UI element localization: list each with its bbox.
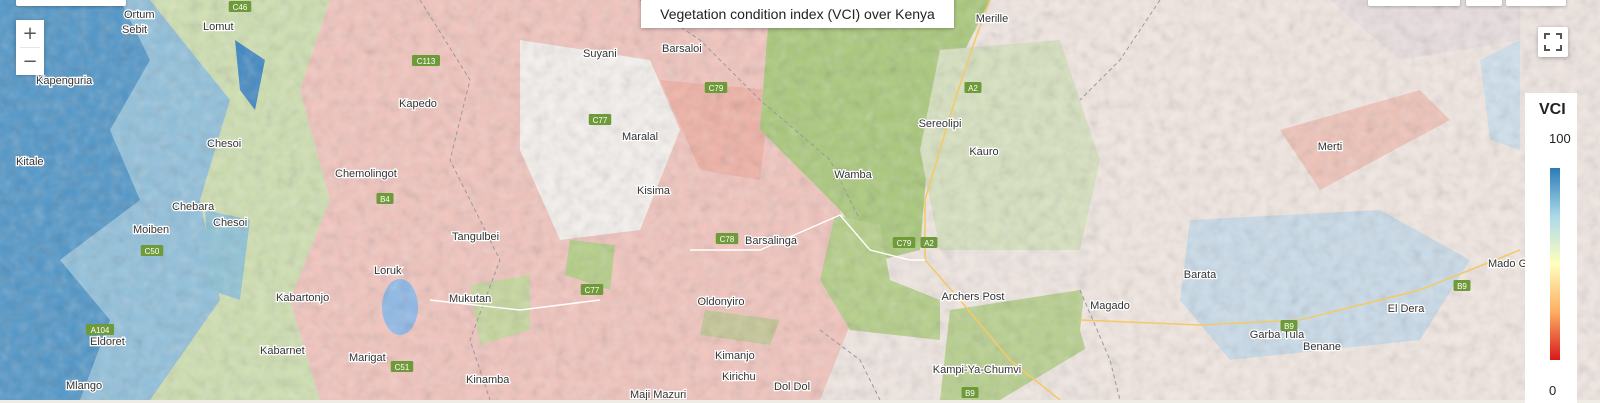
svg-text:B9: B9 [1457, 282, 1467, 291]
place-label: Magado [1090, 300, 1130, 312]
svg-text:C50: C50 [145, 247, 160, 256]
place-label: Sereolipi [919, 118, 962, 130]
vci-legend: VCI 100 0 [1525, 93, 1577, 403]
layer-button-2[interactable] [1466, 0, 1502, 6]
place-label: Garba Tula [1250, 329, 1305, 341]
fullscreen-icon [1544, 33, 1562, 51]
place-label: Kabartonjo [276, 292, 329, 304]
road-shield: C46 [228, 1, 252, 12]
place-label: Eldoret [90, 336, 125, 348]
road-shield: C77 [580, 284, 604, 295]
svg-text:C77: C77 [593, 116, 608, 125]
place-label: Loruk [374, 265, 402, 277]
zoom-in-button[interactable]: + [16, 20, 44, 47]
place-label: Sebit [122, 24, 147, 36]
place-label: Chemolingot [335, 168, 397, 180]
place-label: Barata [1184, 269, 1217, 281]
road-shield: B9 [1280, 320, 1298, 331]
road-shield: C79 [892, 237, 916, 248]
place-label: Dol Dol [774, 381, 810, 393]
place-label: Kitale [16, 156, 44, 168]
place-label: Benane [1303, 341, 1341, 353]
zoom-out-button[interactable]: − [16, 48, 44, 75]
place-label: Oldonyiro [697, 296, 744, 308]
place-label: Merille [976, 13, 1008, 25]
place-label: Tangulbei [452, 231, 499, 243]
place-label: Ortum [124, 9, 155, 21]
svg-text:C51: C51 [395, 363, 410, 372]
road-shield: C79 [704, 82, 728, 93]
road-shield: A2 [920, 237, 938, 248]
place-label: Chesoi [207, 138, 241, 150]
place-label: Chesoi [213, 217, 247, 229]
svg-text:C78: C78 [720, 235, 735, 244]
place-label: Moiben [133, 224, 169, 236]
place-label: Kapedo [399, 98, 437, 110]
road-shield: C51 [390, 361, 414, 372]
svg-text:B9: B9 [965, 389, 975, 398]
svg-text:B4: B4 [380, 195, 390, 204]
place-label: Mlango [66, 380, 102, 392]
svg-text:A2: A2 [968, 84, 978, 93]
layer-button[interactable] [1368, 0, 1460, 6]
place-label: Kirichu [722, 371, 756, 383]
place-label: Wamba [834, 169, 872, 181]
svg-text:C77: C77 [585, 286, 600, 295]
place-label: Kauro [969, 146, 998, 158]
place-label: Kimanjo [715, 350, 755, 362]
layer-button-3[interactable] [1506, 0, 1566, 6]
road-shield: A104 [86, 324, 114, 335]
svg-text:C79: C79 [709, 84, 724, 93]
map-type-button[interactable] [16, 0, 126, 6]
legend-color-ramp [1550, 168, 1560, 360]
place-label: Kampi-Ya-Chumvi [933, 364, 1021, 376]
place-label: Kisima [637, 185, 671, 197]
road-shield: B9 [1453, 280, 1471, 291]
svg-text:A2: A2 [924, 239, 934, 248]
place-label: Barsaloi [662, 43, 702, 55]
place-label: Barsalinga [745, 235, 798, 247]
road-shield: B9 [961, 387, 979, 398]
place-label: Chebara [172, 201, 215, 213]
road-shield: C77 [588, 114, 612, 125]
place-label: Marigat [349, 352, 386, 364]
svg-text:C113: C113 [417, 57, 436, 66]
zoom-divider [20, 47, 40, 48]
svg-text:C46: C46 [233, 3, 248, 12]
place-label: Maralal [622, 131, 658, 143]
place-label: Mukutan [449, 293, 491, 305]
map-title: Vegetation condition index (VCI) over Ke… [641, 0, 954, 28]
place-label: Kapenguria [36, 75, 93, 87]
place-label: Merti [1318, 141, 1342, 153]
road-shield: C50 [140, 245, 164, 256]
place-label: Lomut [203, 21, 234, 33]
place-label: Archers Post [942, 291, 1005, 303]
road-shield: A2 [964, 82, 982, 93]
svg-text:A104: A104 [91, 326, 110, 335]
zoom-control: + − [16, 20, 44, 75]
place-label: Kabarnet [260, 345, 305, 357]
place-label: Kinamba [466, 374, 510, 386]
place-label: Suyani [583, 48, 617, 60]
road-shield: C113 [412, 55, 440, 66]
fullscreen-button[interactable] [1538, 27, 1568, 57]
road-shield: C78 [715, 233, 739, 244]
legend-max-label: 100 [1549, 131, 1571, 146]
legend-title: VCI [1539, 101, 1566, 118]
road-shield: B4 [376, 193, 394, 204]
place-label: Maji Mazuri [630, 389, 686, 400]
svg-text:B9: B9 [1284, 322, 1294, 331]
svg-text:C79: C79 [897, 239, 912, 248]
legend-min-label: 0 [1549, 383, 1557, 398]
place-label: El Dera [1388, 303, 1426, 315]
